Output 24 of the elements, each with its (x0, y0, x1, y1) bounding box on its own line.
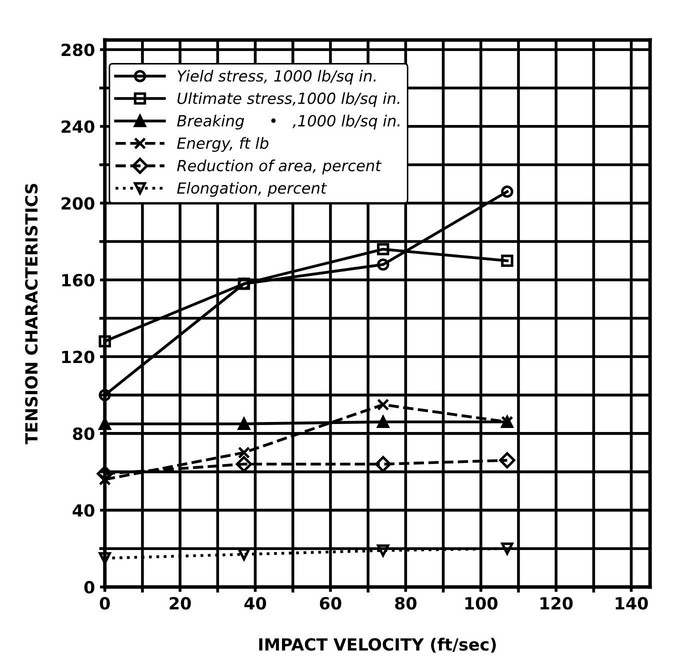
x-tick-label: 140 (616, 596, 648, 610)
x-tick-label: 60 (320, 596, 342, 610)
x-tick-label: 100 (465, 596, 498, 610)
x-tick-label: 120 (540, 596, 573, 610)
x-axis-title: IMPACT VELOCITY (ft/sec) (259, 638, 496, 653)
x-tick-label: 80 (395, 596, 416, 610)
y-tick-label: 160 (62, 274, 94, 286)
x-tick-label: 0 (100, 596, 110, 610)
y-tick-label: 200 (62, 197, 94, 210)
y-tick-label: 240 (62, 120, 94, 133)
legend-label: Yield stress, 1000 lb/sq in. (178, 70, 376, 85)
legend-label: Breaking • ,1000 lb/sq in. (177, 114, 400, 130)
y-tick-label: 80 (72, 427, 94, 440)
y-tick-label: 120 (62, 350, 94, 364)
y-tick-label: 40 (72, 504, 94, 517)
legend-label: Elongation, percent (177, 182, 327, 197)
x-tick-label: 20 (170, 596, 191, 610)
legend-label: Reduction of area, percent (177, 160, 382, 174)
y-axis-title: TENSION CHARACTERISTICS (25, 184, 38, 444)
legend-label: Energy, ft lb (177, 137, 268, 152)
legend-label: Ultimate stress,1000 lb/sq in. (178, 92, 400, 108)
y-tick-label: 280 (62, 44, 94, 56)
x-tick-label: 40 (244, 596, 266, 610)
y-tick-label: 0 (84, 580, 94, 594)
